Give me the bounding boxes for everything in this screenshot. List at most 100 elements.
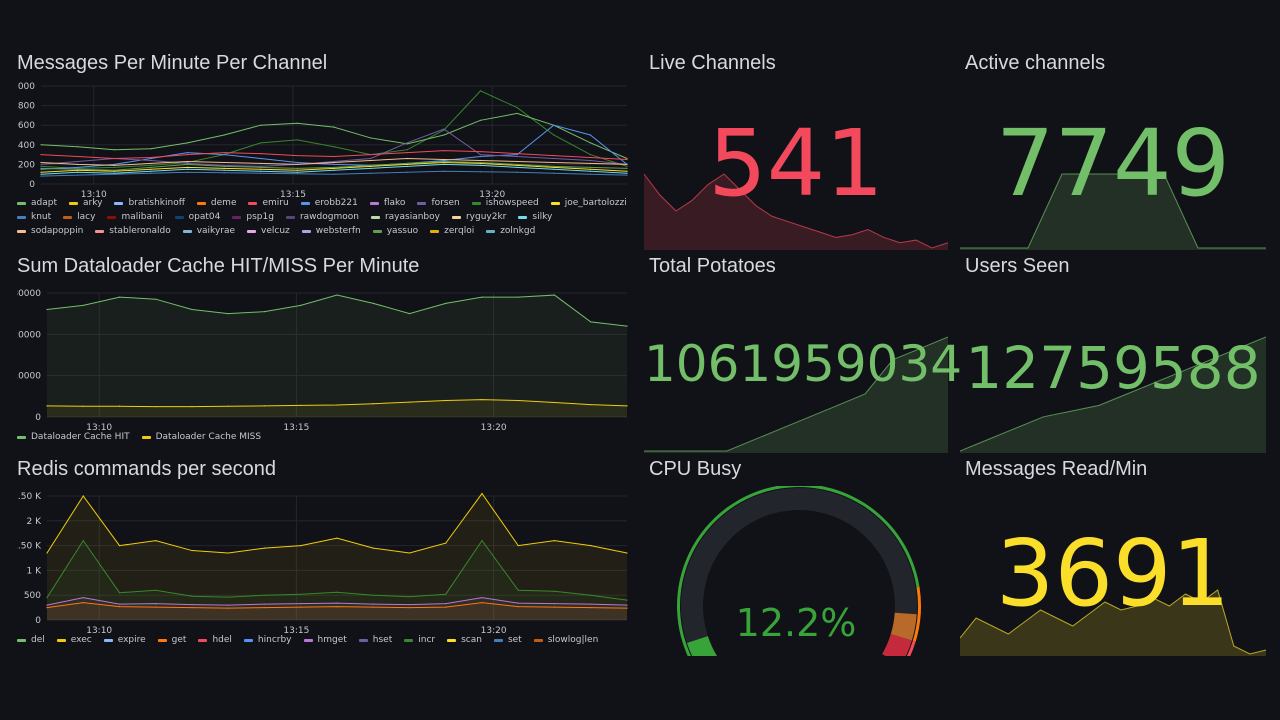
legend-item[interactable]: hmget: [303, 635, 347, 645]
data-point: [370, 157, 372, 160]
data-point: [372, 594, 374, 596]
legend-item[interactable]: knut: [17, 212, 51, 222]
legend-item[interactable]: hincrby: [243, 635, 292, 645]
data-point: [443, 163, 445, 165]
data-point: [333, 146, 335, 148]
legend-label: scan: [461, 635, 482, 645]
legend-item[interactable]: Dataloader Cache MISS: [141, 432, 261, 442]
legend-item[interactable]: hdel: [198, 635, 232, 645]
legend-item[interactable]: emiru: [248, 198, 289, 208]
legend-item[interactable]: ishowspeed: [471, 198, 539, 208]
legend-item[interactable]: arky: [69, 198, 102, 208]
messages-chart[interactable]: 1000 800 600 400 200 0 13:10 13:15 13:20: [17, 80, 629, 200]
legend-item[interactable]: velcuz: [247, 226, 290, 236]
legend-swatch: [56, 638, 66, 642]
legend-swatch: [358, 638, 368, 642]
y-tick-label: 1 K: [27, 566, 43, 576]
legend-swatch: [471, 201, 481, 205]
legend-label: expire: [117, 635, 146, 645]
data-point: [333, 161, 335, 164]
legend-item[interactable]: forsen: [417, 198, 460, 208]
legend-item[interactable]: adapt: [17, 198, 57, 208]
legend-item[interactable]: silky: [518, 212, 552, 222]
data-point: [150, 148, 152, 150]
legend-item[interactable]: slowlog|len: [533, 635, 598, 645]
sparkline-area: [644, 174, 948, 250]
data-point: [406, 143, 408, 145]
legend-item[interactable]: flako: [369, 198, 406, 208]
legend-item[interactable]: bratishkinoff: [114, 198, 185, 208]
legend-item[interactable]: websterfn: [301, 226, 361, 236]
data-point: [445, 542, 447, 544]
legend-item[interactable]: scan: [447, 635, 482, 645]
data-point: [516, 155, 518, 158]
data-point: [481, 399, 483, 401]
data-point: [296, 122, 298, 124]
legend-item[interactable]: zerqloi: [430, 226, 474, 236]
legend-item[interactable]: hset: [358, 635, 392, 645]
legend-label: arky: [83, 198, 103, 208]
x-tick-label: 13:10: [86, 423, 112, 433]
legend-item[interactable]: Dataloader Cache HIT: [17, 432, 130, 442]
data-point: [118, 296, 121, 298]
legend-swatch: [300, 201, 310, 205]
data-point: [150, 162, 152, 165]
data-point: [626, 172, 628, 174]
legend-item[interactable]: deme: [196, 198, 236, 208]
data-point: [516, 160, 518, 163]
data-point: [118, 603, 121, 605]
y-tick-label: 500: [24, 591, 41, 601]
data-point: [77, 166, 79, 168]
legend-item[interactable]: ryguy2kr: [451, 212, 506, 222]
series-area: [47, 597, 627, 620]
sparkline-area: [960, 590, 1266, 656]
data-point: [589, 156, 591, 159]
legend-item[interactable]: malibanii: [107, 212, 163, 222]
legend-item[interactable]: rayasianboy: [370, 212, 440, 222]
legend-item[interactable]: del: [17, 635, 45, 645]
y-tick-label: 2.50 K: [17, 492, 42, 502]
legend-item[interactable]: lacy: [63, 212, 95, 222]
legend-item[interactable]: incr: [404, 635, 435, 645]
data-point: [155, 603, 157, 605]
y-tick-label: 0: [29, 180, 35, 190]
data-point: [223, 172, 225, 174]
data-point: [517, 602, 519, 604]
data-point: [336, 591, 338, 593]
legend-item[interactable]: set: [493, 635, 522, 645]
legend-label: zerqloi: [444, 226, 475, 236]
y-tick-label: 10000: [17, 372, 41, 382]
legend-item[interactable]: exec: [56, 635, 92, 645]
data-point: [150, 157, 152, 160]
legend-item[interactable]: stableronaldo: [95, 226, 171, 236]
live-channels-value: 541: [708, 110, 884, 217]
data-point: [40, 171, 42, 173]
legend-item[interactable]: get: [157, 635, 186, 645]
redis-chart[interactable]: 2.50 K 2 K 1.50 K 1 K 500 0 13:10 13:15 13:20: [17, 490, 629, 636]
legend-item[interactable]: vaikyrae: [182, 226, 235, 236]
data-point: [336, 606, 338, 608]
data-point: [40, 165, 42, 167]
data-point: [263, 311, 266, 313]
data-point: [406, 149, 408, 151]
legend-item[interactable]: opat04: [174, 212, 220, 222]
legend-item[interactable]: joe_bartolozzi: [550, 198, 627, 208]
data-point: [260, 168, 262, 170]
legend-item[interactable]: erobb221: [300, 198, 358, 208]
cpu-busy-title: CPU Busy: [649, 458, 742, 480]
legend-item[interactable]: psp1g: [232, 212, 274, 222]
legend-item[interactable]: zolnkgd: [486, 226, 535, 236]
legend-label: flako: [383, 198, 406, 208]
data-point: [263, 594, 266, 596]
data-point: [227, 604, 229, 606]
legend-item[interactable]: yassuo: [372, 226, 418, 236]
messages-read-sparkline: [960, 589, 1266, 656]
cache-chart[interactable]: 30000 20000 10000 0 13:10 13:15 13:20: [17, 287, 629, 433]
legend-item[interactable]: expire: [103, 635, 146, 645]
data-point: [260, 165, 262, 167]
legend-item[interactable]: sodapoppin: [17, 226, 83, 236]
data-point: [40, 161, 42, 164]
data-point: [406, 171, 408, 173]
legend-item[interactable]: rawdogmoon: [285, 212, 359, 222]
active-channels-sparkline: [960, 173, 1266, 250]
